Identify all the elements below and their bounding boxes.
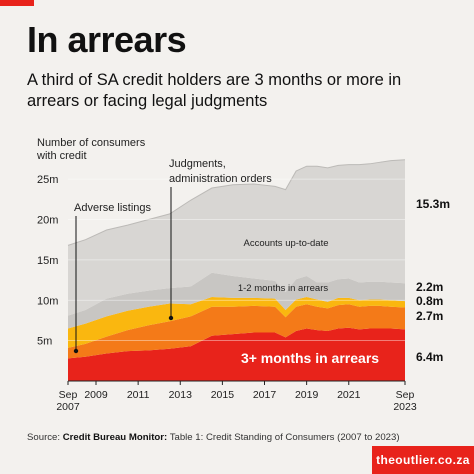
x-tick-label: 2017 [253,389,277,401]
annotation-three-plus-months: 3+ months in arrears [241,350,379,366]
source-note: Source: Credit Bureau Monitor: Table 1: … [27,432,400,443]
x-tick-label-year: 2023 [393,401,417,413]
x-tick-label: 2011 [127,389,150,401]
x-tick-label: 2013 [169,389,193,401]
x-tick-label: Sep [396,389,415,401]
annotation-dot-adverse [73,348,79,354]
end-value-labels: 15.3m 2.2m0.8m2.7m 6.4m [416,197,450,364]
chart-labels: Number of consumers with credit [36,137,146,162]
annotation-judgments-line2: administration orders [169,173,272,185]
end-label: 2.2m [416,280,443,294]
area-three-plus [68,327,405,381]
area-one-two-months [68,272,405,329]
annotation-accounts-up-to-date: Accounts up-to-date [243,238,328,249]
chart-gridlines [68,178,405,382]
y-tick-label: 10m [37,295,58,307]
series-annotations: Adverse listings Judgments, administration… [73,158,379,366]
x-tick-label: Sep [59,389,78,401]
brand-badge: theoutlier.co.za [372,446,474,474]
y-tick-label: 20m [37,215,58,227]
y-tick-label: 5m [37,336,52,348]
y-tick-labels: 5m 10m 15m 20m 25m [37,174,58,347]
accent-bar [0,0,34,6]
total-outline [67,159,406,246]
page-subtitle: A third of SA credit holders are 3 month… [27,71,402,110]
x-tick-label: 2015 [211,389,235,401]
y-tick-label: 25m [37,174,58,186]
x-tick-label-year: 2007 [56,401,80,413]
area-accounts-up-to-date [68,159,405,316]
end-label: 6.4m [416,350,443,364]
annotation-one-two-months: 1-2 months in arrears [238,283,329,294]
page-title: In arrears [27,19,187,60]
annotation-adverse-listings: Adverse listings [74,202,152,214]
x-tick-label: 2019 [295,389,319,401]
annotation-judgments-line1: Judgments, [169,158,226,170]
x-tick-label: 2021 [337,389,361,401]
y-axis-label-line2: with credit [36,150,87,162]
end-label: 2.7m [416,309,443,323]
area-judgments [68,304,405,359]
x-tick-label: 2009 [84,389,108,401]
end-label: 15.3m [416,197,450,211]
chart-areas [67,159,406,381]
area-adverse [68,297,405,348]
annotation-dot-judgments [168,315,174,321]
y-tick-label: 15m [37,255,58,267]
end-label: 0.8m [416,294,443,308]
y-axis-label-line1: Number of consumers [37,137,146,149]
